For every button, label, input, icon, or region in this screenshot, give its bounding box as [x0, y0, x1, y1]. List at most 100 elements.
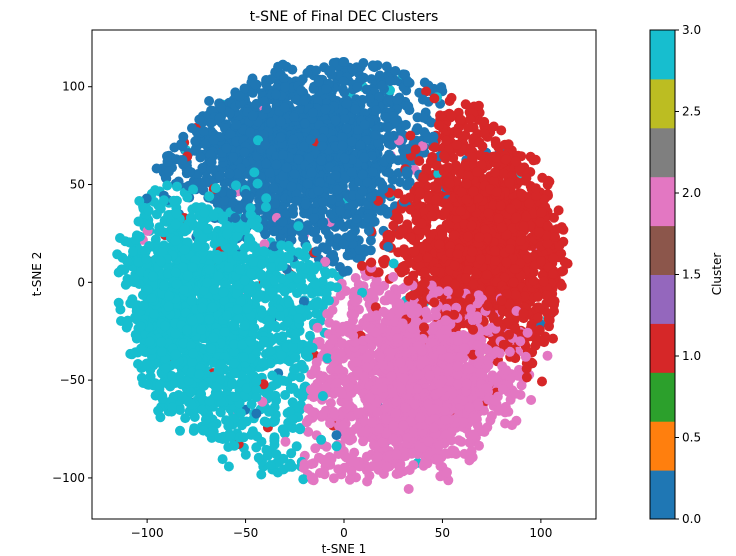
- scatter-point-cluster-2: [341, 452, 352, 463]
- scatter-point-cluster-0: [177, 141, 188, 152]
- scatter-point-cluster-0: [231, 136, 242, 147]
- scatter-point-cluster-0: [426, 117, 437, 128]
- scatter-point-cluster-1: [548, 333, 558, 344]
- scatter-point-cluster-0: [230, 212, 241, 223]
- scatter-point-cluster-1: [510, 156, 521, 167]
- scatter-point-cluster-3: [133, 216, 144, 227]
- scatter-point-cluster-1: [437, 229, 448, 240]
- scatter-point-cluster-2: [362, 476, 373, 487]
- scatter-point-cluster-0: [317, 218, 328, 229]
- scatter-point-cluster-1: [556, 222, 567, 233]
- scatter-point-cluster-0: [231, 168, 242, 179]
- chart-title: t-SNE of Final DEC Clusters: [250, 9, 439, 25]
- scatter-point-cluster-3: [285, 406, 296, 417]
- scatter-point-cluster-0: [403, 76, 413, 87]
- scatter-point-cluster-0: [311, 65, 322, 76]
- scatter-point-cluster-1: [521, 173, 532, 184]
- scatter-point-cluster-2: [325, 398, 336, 409]
- scatter-point-cluster-0: [382, 122, 393, 133]
- scatter-point-cluster-1: [480, 224, 491, 235]
- scatter-point-cluster-0: [383, 241, 394, 252]
- scatter-point-cluster-0: [348, 200, 359, 210]
- scatter-point-cluster-1: [528, 276, 539, 286]
- scatter-point-cluster-1: [393, 212, 404, 223]
- scatter-point-cluster-0: [335, 205, 346, 216]
- scatter-point-cluster-0: [264, 168, 275, 179]
- scatter-point-cluster-3: [321, 288, 332, 299]
- scatter-point-cluster-1: [418, 173, 429, 184]
- scatter-point-cluster-1: [559, 257, 570, 267]
- scatter-point-cluster-1: [490, 139, 501, 150]
- scatter-point-cluster-0: [342, 250, 353, 261]
- scatter-point-cluster-0: [339, 57, 350, 67]
- scatter-point-cluster-0: [357, 185, 368, 196]
- scatter-point-cluster-1: [496, 125, 507, 136]
- scatter-point-cluster-1: [379, 258, 389, 269]
- scatter-point-cluster-1: [428, 181, 439, 192]
- scatter-point-cluster-1: [467, 152, 478, 163]
- scatter-point-cluster-2: [325, 418, 335, 429]
- scatter-point-cluster-3: [331, 282, 342, 293]
- scatter-point-cluster-3: [319, 266, 330, 277]
- scatter-point-cluster-1: [508, 277, 519, 288]
- scatter-point-cluster-1: [547, 296, 558, 307]
- scatter-point-cluster-3: [284, 461, 295, 472]
- scatter-point-cluster-1: [422, 252, 433, 263]
- scatter-point-cluster-3: [253, 452, 264, 463]
- scatter-point-cluster-3: [295, 372, 306, 383]
- scatter-point-cluster-1: [388, 220, 399, 231]
- scatter-point-cluster-2: [346, 309, 357, 320]
- scatter-point-cluster-0: [215, 102, 226, 113]
- scatter-point-cluster-1: [427, 151, 438, 162]
- scatter-point-cluster-1: [534, 324, 545, 335]
- scatter-point-cluster-1: [423, 191, 433, 202]
- scatter-point-cluster-0: [300, 199, 311, 210]
- scatter-point-cluster-3: [282, 316, 293, 327]
- scatter-point-cluster-1: [489, 175, 499, 186]
- scatter-point-cluster-2: [298, 463, 309, 474]
- scatter-point-cluster-0: [198, 184, 209, 195]
- scatter-point-cluster-1: [421, 86, 432, 97]
- scatter-point-cluster-0: [377, 80, 388, 91]
- scatter-point-cluster-1: [530, 340, 541, 351]
- scatter-point-cluster-0: [214, 113, 225, 124]
- scatter-point-cluster-2: [451, 449, 462, 459]
- scatter-point-cluster-0: [296, 85, 307, 96]
- scatter-point-cluster-0: [375, 205, 386, 216]
- scatter-point-cluster-2: [314, 468, 325, 478]
- scatter-point-cluster-1: [503, 139, 514, 150]
- scatter-point-cluster-2: [321, 441, 332, 452]
- scatter-point-cluster-0: [265, 74, 276, 85]
- scatter-point-cluster-3: [288, 414, 299, 425]
- scatter-point-cluster-0: [298, 141, 309, 152]
- scatter-point-cluster-2: [366, 341, 377, 351]
- scatter-point-cluster-1: [410, 144, 421, 155]
- scatter-point-cluster-0: [279, 73, 289, 84]
- scatter-point-cluster-0: [260, 229, 271, 240]
- scatter-point-cluster-0: [200, 177, 211, 188]
- scatter-point-cluster-1: [521, 372, 532, 383]
- scatter-point-cluster-2: [373, 285, 384, 296]
- scatter-point-cluster-1: [393, 188, 404, 199]
- scatter-point-cluster-3: [298, 474, 309, 485]
- scatter-point-cluster-1: [488, 200, 499, 211]
- scatter-point-cluster-0: [352, 82, 363, 92]
- scatter-point-cluster-1: [548, 268, 559, 279]
- scatter-point-cluster-0: [366, 151, 377, 161]
- scatter-point-cluster-0: [347, 136, 357, 147]
- scatter-point-cluster-3: [247, 426, 258, 437]
- scatter-point-cluster-0: [355, 140, 366, 151]
- scatter-point-cluster-1: [549, 212, 559, 223]
- scatter-point-cluster-1: [541, 290, 552, 301]
- scatter-point-cluster-1: [408, 290, 419, 301]
- scatter-point-cluster-0: [317, 205, 328, 215]
- scatter-point-cluster-1: [482, 232, 492, 243]
- scatter-point-cluster-0: [339, 113, 350, 124]
- scatter-point-cluster-1: [532, 312, 543, 323]
- scatter-point-cluster-1: [485, 285, 496, 296]
- scatter-point-cluster-0: [384, 167, 395, 178]
- scatter-point-cluster-1: [544, 321, 554, 332]
- scatter-point-cluster-1: [490, 245, 500, 256]
- scatter-point-cluster-2: [310, 443, 321, 454]
